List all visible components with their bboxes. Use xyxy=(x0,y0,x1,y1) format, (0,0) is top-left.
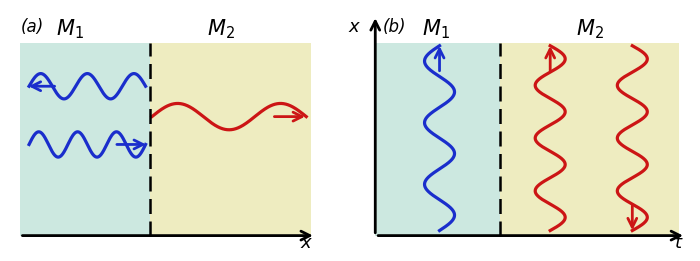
Text: $M_1$: $M_1$ xyxy=(422,18,450,41)
Bar xyxy=(375,43,500,236)
Text: $M_2$: $M_2$ xyxy=(207,18,235,41)
Text: (a): (a) xyxy=(21,18,44,36)
Text: $M_1$: $M_1$ xyxy=(56,18,84,41)
Text: x: x xyxy=(301,234,312,252)
Text: x: x xyxy=(349,18,359,36)
Bar xyxy=(500,43,679,236)
Bar xyxy=(150,43,311,236)
Text: $M_2$: $M_2$ xyxy=(575,18,603,41)
Text: t: t xyxy=(676,234,682,252)
Bar xyxy=(20,43,150,236)
Text: (b): (b) xyxy=(382,18,406,36)
